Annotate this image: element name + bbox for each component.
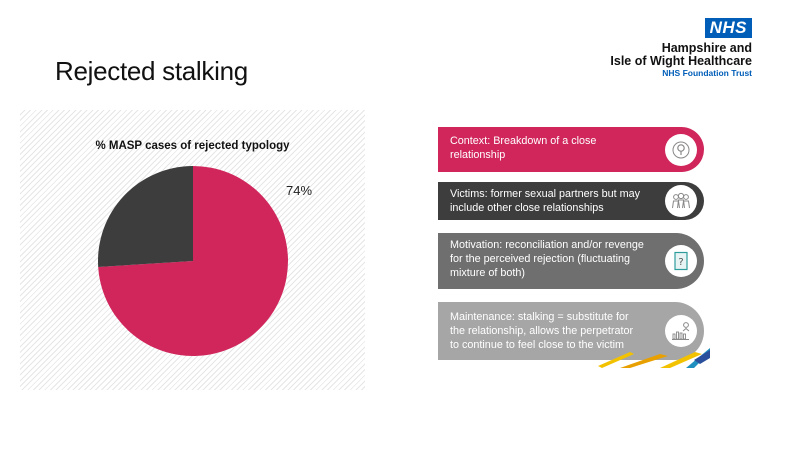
info-item-context: Context: Breakdown of a close relationsh… [438,127,704,172]
nhs-logo: NHS Hampshire and Isle of Wight Healthca… [582,18,752,78]
info-item-text: Maintenance: stalking = substitute for t… [450,311,634,351]
location-pin-icon [665,134,697,166]
question-card-icon: ? [665,245,697,277]
org-name-line3: NHS Foundation Trust [662,68,752,78]
slice-data-label: 74% [286,183,313,198]
person-chart-icon [665,315,697,347]
pie-slice-0 [98,166,289,356]
people-group-icon [665,185,697,217]
svg-text:?: ? [678,257,683,268]
info-item-motivation: Motivation: reconciliation and/or reveng… [438,233,704,289]
info-item-text: Victims: former sexual partners but may … [450,188,641,214]
org-name-line2: Isle of Wight Healthcare [610,54,752,68]
org-name-line1: Hampshire and [661,41,752,55]
chart-title: % MASP cases of rejected typology [95,140,290,152]
info-item-maintenance: Maintenance: stalking = substitute for t… [438,302,704,360]
info-item-victims: Victims: former sexual partners but may … [438,182,704,220]
nhs-badge: NHS [704,18,752,38]
pie-chart-panel: % MASP cases of rejected typology 74% [20,110,365,390]
pie-slice-1 [97,166,193,267]
info-item-text: Context: Breakdown of a close relationsh… [450,135,597,161]
pie-chart [97,166,289,356]
decorative-ribbon [598,348,710,368]
slide-title: Rejected stalking [55,56,248,86]
info-item-text: Motivation: reconciliation and/or reveng… [450,239,644,279]
